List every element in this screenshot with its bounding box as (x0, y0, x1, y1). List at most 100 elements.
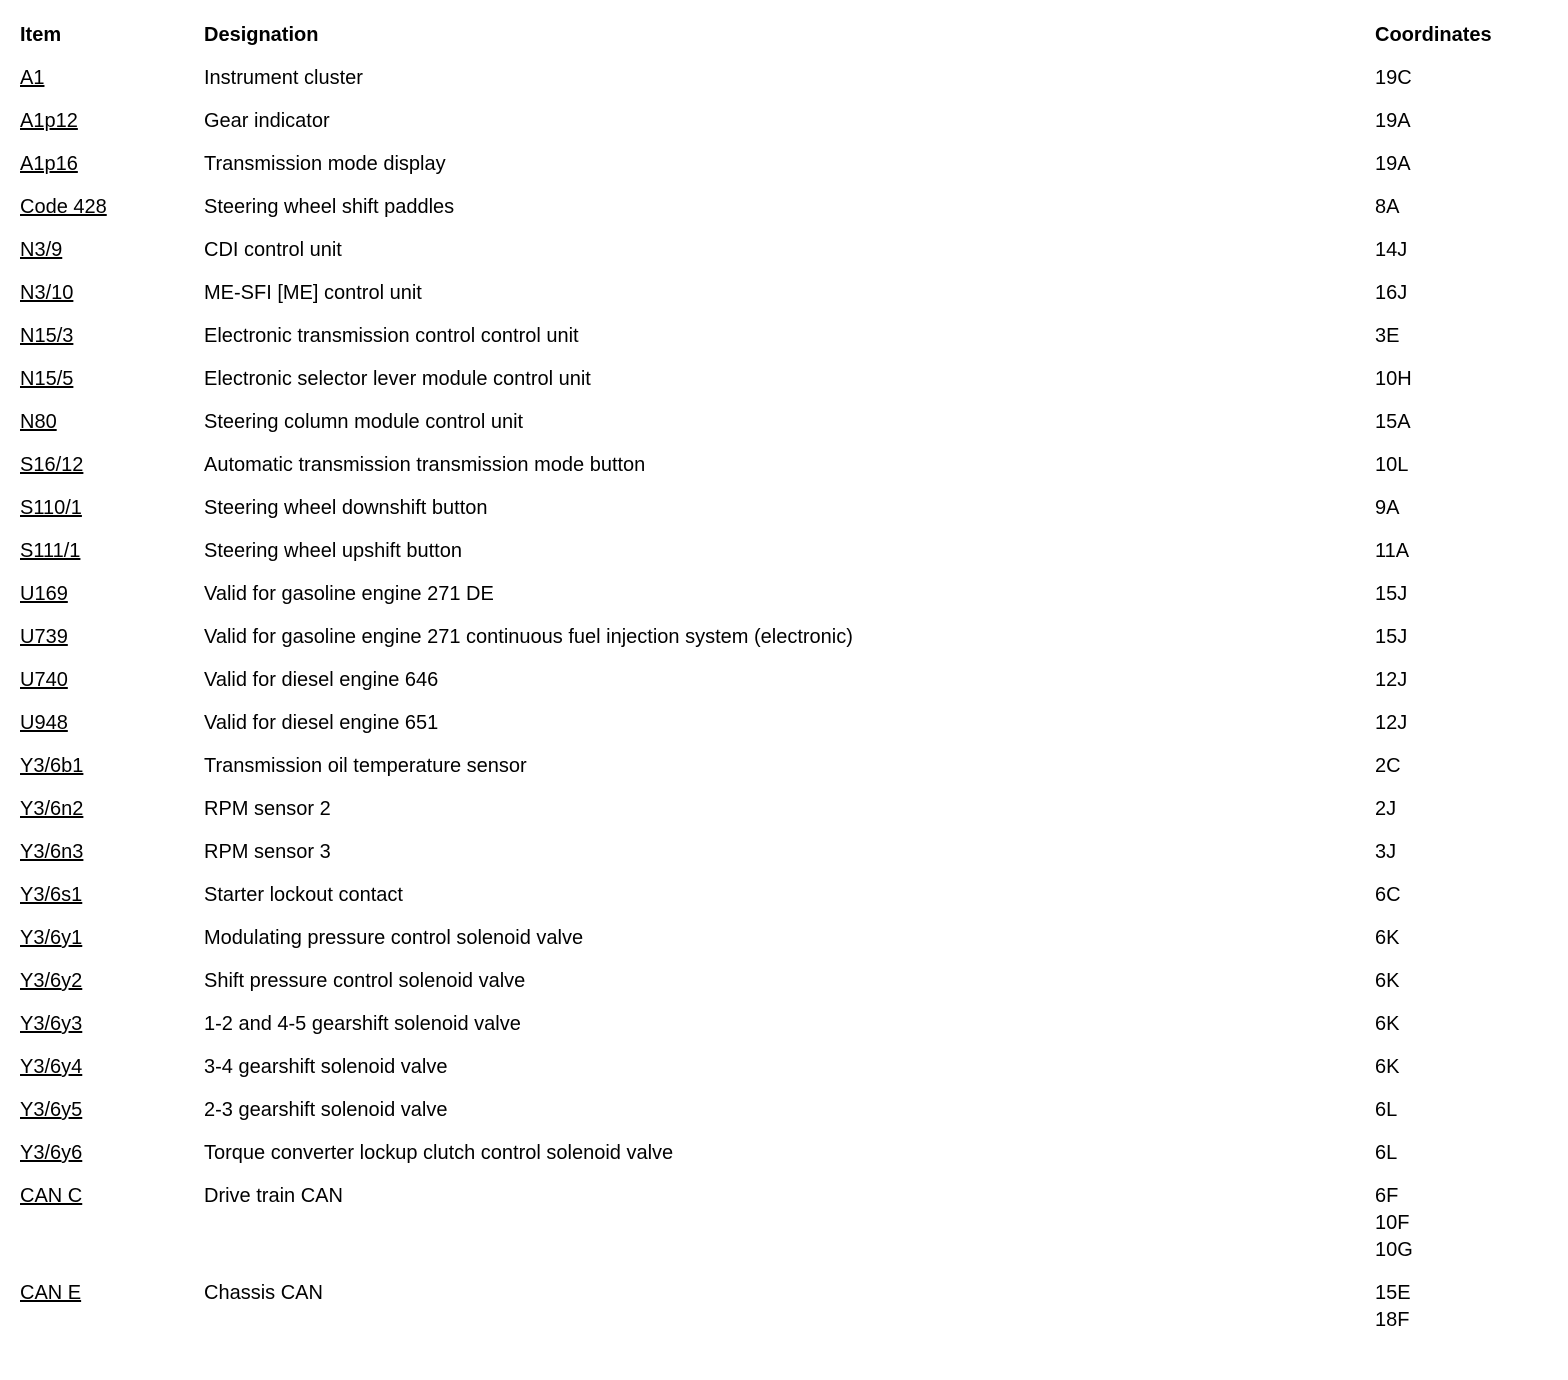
item-cell: Y3/6y4 (20, 1054, 204, 1081)
item-link[interactable]: N15/3 (20, 325, 74, 347)
table-row: CAN E Chassis CAN 15E 18F (20, 1280, 1568, 1334)
item-link[interactable]: CAN C (20, 1185, 83, 1207)
coordinate-value: 15J (1375, 626, 1408, 648)
item-link[interactable]: U739 (20, 626, 68, 648)
item-cell: Y3/6y1 (20, 925, 204, 952)
item-cell: A1 (20, 65, 204, 92)
coordinate-value: 2J (1375, 798, 1397, 820)
designation-cell: Chassis CAN (204, 1282, 323, 1304)
item-link[interactable]: Y3/6y2 (20, 970, 83, 992)
designation-cell: Steering column module control unit (204, 411, 524, 433)
item-link[interactable]: U948 (20, 712, 68, 734)
table-row: Y3/6n3 RPM sensor 3 3J (20, 839, 1568, 866)
coordinates-cell: 15J (1375, 624, 1568, 651)
table-row: Y3/6y4 3-4 gearshift solenoid valve 6K (20, 1054, 1568, 1081)
table-row: U739 Valid for gasoline engine 271 conti… (20, 624, 1568, 651)
item-cell: Y3/6y6 (20, 1140, 204, 1167)
designation-cell: Modulating pressure control solenoid val… (204, 927, 584, 949)
column-header-item: Item (20, 24, 62, 46)
designation-cell: Shift pressure control solenoid valve (204, 970, 526, 992)
item-cell: U948 (20, 710, 204, 737)
item-cell: N15/3 (20, 323, 204, 350)
column-header-designation: Designation (204, 24, 319, 46)
coordinate-value: 3E (1375, 325, 1400, 347)
designation-cell: Valid for gasoline engine 271 continuous… (204, 626, 853, 648)
column-header-coordinates: Coordinates (1375, 24, 1492, 46)
coordinates-cell: 2J (1375, 796, 1568, 823)
item-cell: U739 (20, 624, 204, 651)
item-link[interactable]: A1p12 (20, 110, 78, 132)
coordinate-value: 15A (1375, 411, 1411, 433)
item-link[interactable]: U169 (20, 583, 68, 605)
table-row: U169 Valid for gasoline engine 271 DE 15… (20, 581, 1568, 608)
coordinates-cell: 6K (1375, 968, 1568, 995)
item-link[interactable]: CAN E (20, 1282, 82, 1304)
item-link[interactable]: Code 428 (20, 196, 107, 218)
coordinate-value: 6K (1375, 1013, 1400, 1035)
coordinate-value: 15E (1375, 1282, 1411, 1304)
item-link[interactable]: N15/5 (20, 368, 74, 390)
table-row: U948 Valid for diesel engine 651 12J (20, 710, 1568, 737)
coordinates-cell: 16J (1375, 280, 1568, 307)
coordinate-value: 10H (1375, 368, 1412, 390)
item-cell: A1p12 (20, 108, 204, 135)
item-link[interactable]: Y3/6y4 (20, 1056, 83, 1078)
item-link[interactable]: Y3/6y5 (20, 1099, 83, 1121)
item-link[interactable]: Y3/6y6 (20, 1142, 83, 1164)
item-link[interactable]: A1 (20, 67, 45, 89)
coordinate-value: 6K (1375, 1056, 1400, 1078)
table-row: S111/1 Steering wheel upshift button 11A (20, 538, 1568, 565)
table-row: A1p16 Transmission mode display 19A (20, 151, 1568, 178)
coordinates-cell: 6C (1375, 882, 1568, 909)
item-link[interactable]: Y3/6s1 (20, 884, 83, 906)
item-link[interactable]: S110/1 (20, 497, 82, 519)
item-cell: S16/12 (20, 452, 204, 479)
designation-cell: Instrument cluster (204, 67, 363, 89)
coordinate-value: 10F (1375, 1212, 1410, 1234)
coordinate-value: 6C (1375, 884, 1401, 906)
coordinates-cell: 6K (1375, 1054, 1568, 1081)
item-link[interactable]: Y3/6y1 (20, 927, 83, 949)
designation-cell: Steering wheel upshift button (204, 540, 462, 562)
item-link[interactable]: N3/10 (20, 282, 74, 304)
coordinates-cell: 6K (1375, 925, 1568, 952)
designation-cell: Electronic transmission control control … (204, 325, 579, 347)
item-link[interactable]: N3/9 (20, 239, 63, 261)
designation-cell: Electronic selector lever module control… (204, 368, 591, 390)
item-cell: N3/10 (20, 280, 204, 307)
table-row: Code 428 Steering wheel shift paddles 8A (20, 194, 1568, 221)
table-row: U740 Valid for diesel engine 646 12J (20, 667, 1568, 694)
coordinate-value: 6L (1375, 1099, 1398, 1121)
table-row: A1p12 Gear indicator 19A (20, 108, 1568, 135)
item-cell: CAN C (20, 1183, 204, 1264)
item-link[interactable]: Y3/6y3 (20, 1013, 83, 1035)
item-link[interactable]: Y3/6b1 (20, 755, 84, 777)
item-link[interactable]: Y3/6n2 (20, 798, 84, 820)
coordinates-cell: 10H (1375, 366, 1568, 393)
item-link[interactable]: Y3/6n3 (20, 841, 84, 863)
coordinates-cell: 6F 10F 10G (1375, 1183, 1568, 1264)
table-row: Y3/6y5 2-3 gearshift solenoid valve 6L (20, 1097, 1568, 1124)
item-cell: CAN E (20, 1280, 204, 1334)
table-row: Y3/6y2 Shift pressure control solenoid v… (20, 968, 1568, 995)
item-cell: A1p16 (20, 151, 204, 178)
coordinate-value: 14J (1375, 239, 1408, 261)
coordinates-cell: 10L (1375, 452, 1568, 479)
designation-cell: Starter lockout contact (204, 884, 403, 906)
coordinates-cell: 11A (1375, 538, 1568, 565)
designation-cell: Transmission oil temperature sensor (204, 755, 527, 777)
table-body: A1 Instrument cluster 19C A1p12 Gear ind… (20, 65, 1568, 1334)
item-link[interactable]: U740 (20, 669, 68, 691)
item-link[interactable]: A1p16 (20, 153, 78, 175)
coordinate-value: 12J (1375, 669, 1408, 691)
coordinates-cell: 14J (1375, 237, 1568, 264)
coordinate-value: 11A (1375, 540, 1410, 562)
coordinates-cell: 19C (1375, 65, 1568, 92)
coordinates-cell: 15E 18F (1375, 1280, 1568, 1334)
coordinates-cell: 2C (1375, 753, 1568, 780)
item-cell: Y3/6y2 (20, 968, 204, 995)
item-link[interactable]: S111/1 (20, 540, 81, 562)
item-link[interactable]: N80 (20, 411, 57, 433)
item-link[interactable]: S16/12 (20, 454, 84, 476)
